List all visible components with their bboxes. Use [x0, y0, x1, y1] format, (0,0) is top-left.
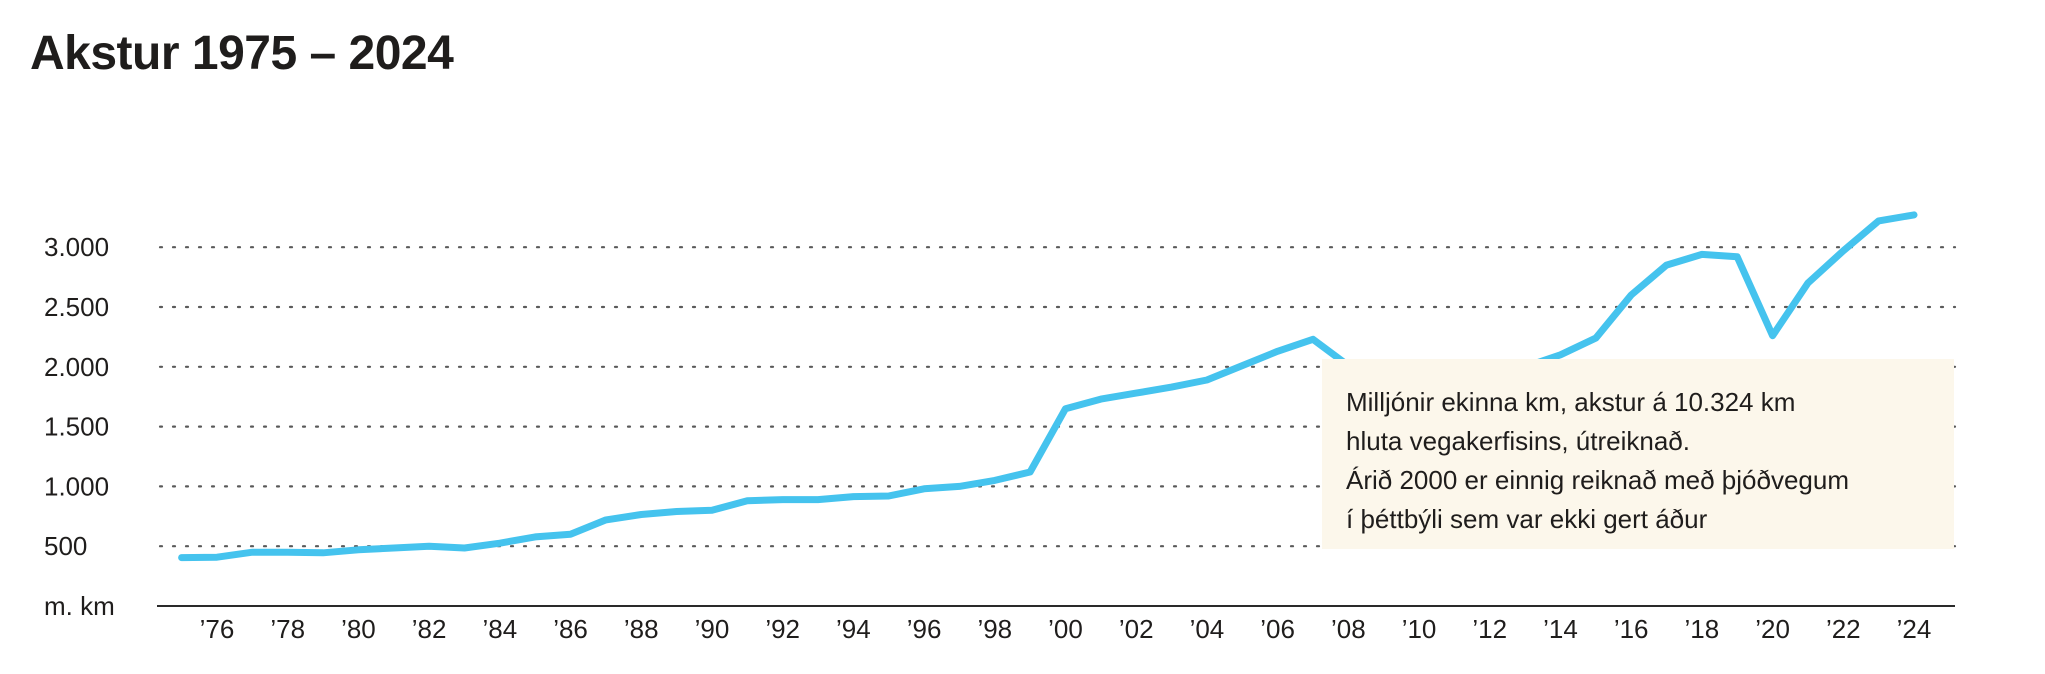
x-tick-label: ’04 [1190, 614, 1225, 644]
x-tick-label: ’92 [765, 614, 800, 644]
x-tick-label: ’94 [836, 614, 871, 644]
x-tick-label: ’06 [1260, 614, 1295, 644]
series-line [178, 211, 1918, 562]
y-tick-label: 1.000 [44, 471, 109, 501]
x-tick-label: ’00 [1048, 614, 1083, 644]
x-tick-label: ’10 [1402, 614, 1437, 644]
x-tick-label: ’78 [270, 614, 305, 644]
x-tick-label: ’12 [1472, 614, 1507, 644]
y-tick-label: 1.500 [44, 412, 109, 442]
x-tick-label: ’98 [977, 614, 1012, 644]
y-tick-label: 3.000 [44, 232, 109, 262]
annotation-box: Milljónir ekinna km, akstur á 10.324 km … [1322, 359, 1954, 549]
x-tick-label: ’80 [341, 614, 376, 644]
annotation-line: hluta vegakerfisins, útreiknað. [1346, 426, 1690, 456]
x-tick-label: ’20 [1755, 614, 1790, 644]
x-tick-label: ’84 [482, 614, 517, 644]
x-tick-label: ’86 [553, 614, 588, 644]
y-axis-unit-label: m. km [44, 591, 115, 621]
y-axis-ticks: 3.000 2.500 2.000 1.500 1.000 500 [44, 232, 109, 561]
annotation-line: Milljónir ekinna km, akstur á 10.324 km [1346, 387, 1796, 417]
x-tick-label: ’08 [1331, 614, 1366, 644]
x-tick-label: ’02 [1119, 614, 1154, 644]
x-tick-label: ’82 [412, 614, 447, 644]
annotation-line: Árið 2000 er einnig reiknað með þjóðvegu… [1346, 465, 1849, 495]
y-tick-label: 2.500 [44, 292, 109, 322]
chart-title: Akstur 1975 – 2024 [30, 27, 454, 80]
y-tick-label: 500 [44, 531, 87, 561]
x-tick-label: ’14 [1543, 614, 1578, 644]
series-layer [178, 211, 1918, 562]
y-tick-label: 2.000 [44, 352, 109, 382]
x-tick-label: ’16 [1614, 614, 1649, 644]
annotation-line: í þéttbýli sem var ekki gert áður [1346, 504, 1708, 534]
x-axis-ticks: ’76 ’78 ’80 ’82 ’84 ’86 ’88 ’90 ’92 ’94 ’96 ’98 ’00 ’… [200, 614, 1932, 644]
x-tick-label: ’18 [1685, 614, 1720, 644]
x-tick-label: ’24 [1897, 614, 1932, 644]
x-tick-label: ’90 [695, 614, 730, 644]
x-tick-label: ’96 [907, 614, 942, 644]
x-tick-label: ’88 [624, 614, 659, 644]
x-tick-label: ’22 [1826, 614, 1861, 644]
x-tick-label: ’76 [200, 614, 235, 644]
